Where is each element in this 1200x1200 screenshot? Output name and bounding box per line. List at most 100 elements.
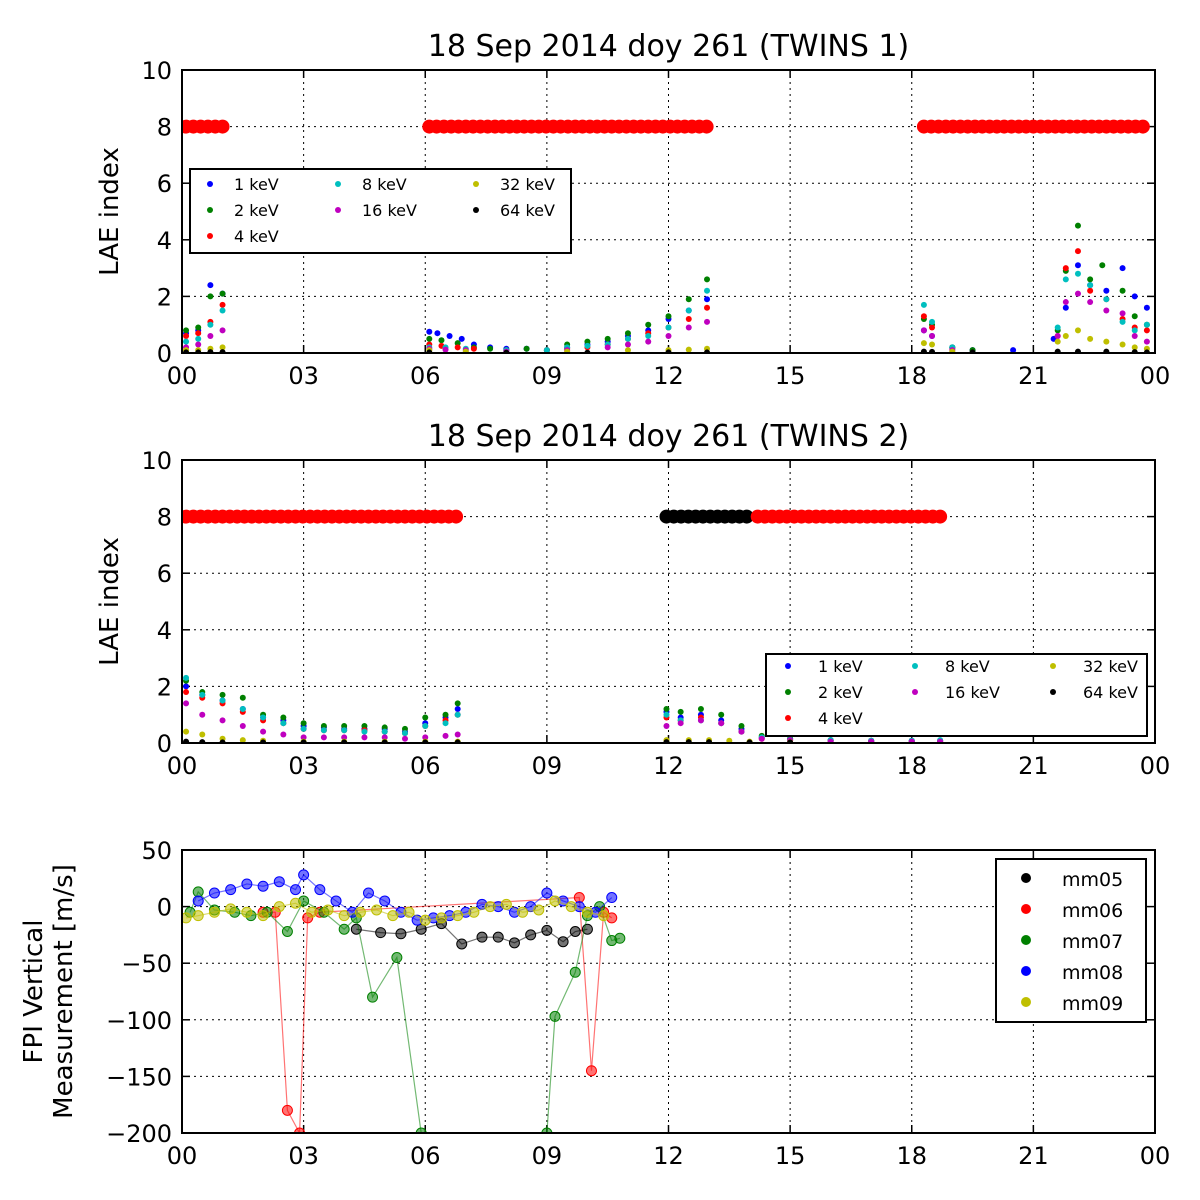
data-point	[827, 738, 834, 743]
legend-label: mm05	[1062, 869, 1123, 891]
data-point	[458, 335, 465, 342]
data-point	[685, 324, 692, 331]
legend-label: mm07	[1062, 931, 1123, 953]
legend-marker	[1021, 904, 1031, 914]
data-point	[585, 1065, 597, 1077]
data-point	[543, 347, 550, 353]
data-point	[239, 737, 246, 743]
x-tick-label: 00	[167, 362, 198, 390]
data-point	[442, 711, 449, 718]
data-point	[1131, 313, 1138, 320]
data-point	[219, 717, 226, 724]
x-tick-label: 18	[896, 1142, 927, 1170]
data-point	[663, 723, 670, 730]
x-tick-label: 12	[653, 752, 684, 780]
x-tick-label: 06	[410, 1142, 441, 1170]
x-tick-label: 15	[775, 752, 806, 780]
data-point	[387, 910, 399, 922]
data-point	[492, 931, 504, 943]
axes-frame	[181, 459, 1156, 744]
lae-flag-marker	[699, 119, 714, 134]
legend-marker	[473, 181, 479, 187]
legend-entry-16-kev: 16 keV	[912, 683, 1000, 702]
legend-entry-32-kev: 32 keV	[473, 175, 555, 194]
legend-marker	[207, 233, 213, 239]
legend-marker	[1050, 663, 1056, 669]
data-point	[183, 333, 190, 340]
data-point	[908, 738, 915, 743]
legend: mm05 mm06 mm07 mm08 mm09	[995, 858, 1147, 1023]
legend-entry-32-kev: 32 keV	[1050, 657, 1138, 676]
legend-label: 16 keV	[362, 201, 417, 220]
data-point	[183, 327, 190, 334]
data-point	[1103, 348, 1110, 353]
data-point	[401, 730, 408, 737]
y-axis-label: FPI VerticalMeasurement [m/s]	[19, 864, 79, 1119]
data-point	[726, 737, 733, 743]
data-point	[195, 330, 202, 337]
data-point	[280, 731, 287, 738]
data-point	[241, 878, 253, 890]
legend-entry-1-kev: 1 keV	[785, 657, 863, 676]
data-point	[758, 735, 765, 742]
legend-entry-mm06: mm06	[1021, 900, 1123, 922]
legend-entry-1-kev: 1 keV	[207, 175, 279, 194]
data-point	[183, 728, 190, 735]
data-point	[1054, 333, 1061, 340]
data-point	[1131, 344, 1138, 351]
data-point	[298, 869, 310, 881]
data-point	[415, 923, 427, 935]
data-point	[183, 683, 190, 690]
y-tick-label: 6	[157, 170, 172, 198]
data-point	[541, 887, 553, 899]
data-point	[280, 720, 287, 727]
data-point	[920, 313, 927, 320]
data-point	[1074, 270, 1081, 277]
data-point	[1103, 287, 1110, 294]
data-point	[1062, 299, 1069, 306]
data-point	[320, 723, 327, 730]
legend-marker	[207, 207, 213, 213]
legend-marker	[785, 663, 791, 669]
data-point	[442, 732, 449, 739]
data-point	[949, 348, 956, 353]
data-point	[697, 717, 704, 724]
y-tick-label: 2	[157, 673, 172, 701]
data-point	[523, 345, 530, 352]
data-point	[435, 912, 447, 924]
data-point	[207, 321, 214, 328]
data-point	[452, 910, 464, 922]
data-point	[1119, 287, 1126, 294]
legend-label: 4 keV	[818, 709, 863, 728]
data-point	[219, 301, 226, 308]
x-tick-label: 12	[653, 362, 684, 390]
x-tick-label: 21	[1018, 752, 1049, 780]
data-point	[454, 711, 461, 718]
data-point	[456, 938, 468, 950]
legend-label: 16 keV	[945, 683, 1000, 702]
data-point	[624, 341, 631, 348]
legend-marker	[207, 181, 213, 187]
data-point	[1062, 333, 1069, 340]
legend-marker	[912, 663, 918, 669]
data-point	[192, 886, 204, 898]
data-point	[260, 728, 267, 735]
data-point	[422, 714, 429, 721]
legend-marker	[1021, 966, 1031, 976]
x-tick-label: 06	[410, 752, 441, 780]
legend-box	[189, 168, 572, 254]
data-point	[183, 700, 190, 707]
data-point	[685, 296, 692, 303]
data-point	[199, 691, 206, 698]
data-point	[1119, 318, 1126, 325]
data-point	[182, 912, 192, 924]
data-point	[920, 327, 927, 334]
data-point	[920, 340, 927, 347]
data-point	[434, 330, 441, 337]
y-tick-label: −50	[121, 950, 172, 978]
data-point	[573, 892, 585, 904]
data-point	[192, 910, 204, 922]
legend-marker	[335, 181, 341, 187]
x-tick-label: 09	[532, 362, 563, 390]
data-point	[330, 895, 342, 907]
